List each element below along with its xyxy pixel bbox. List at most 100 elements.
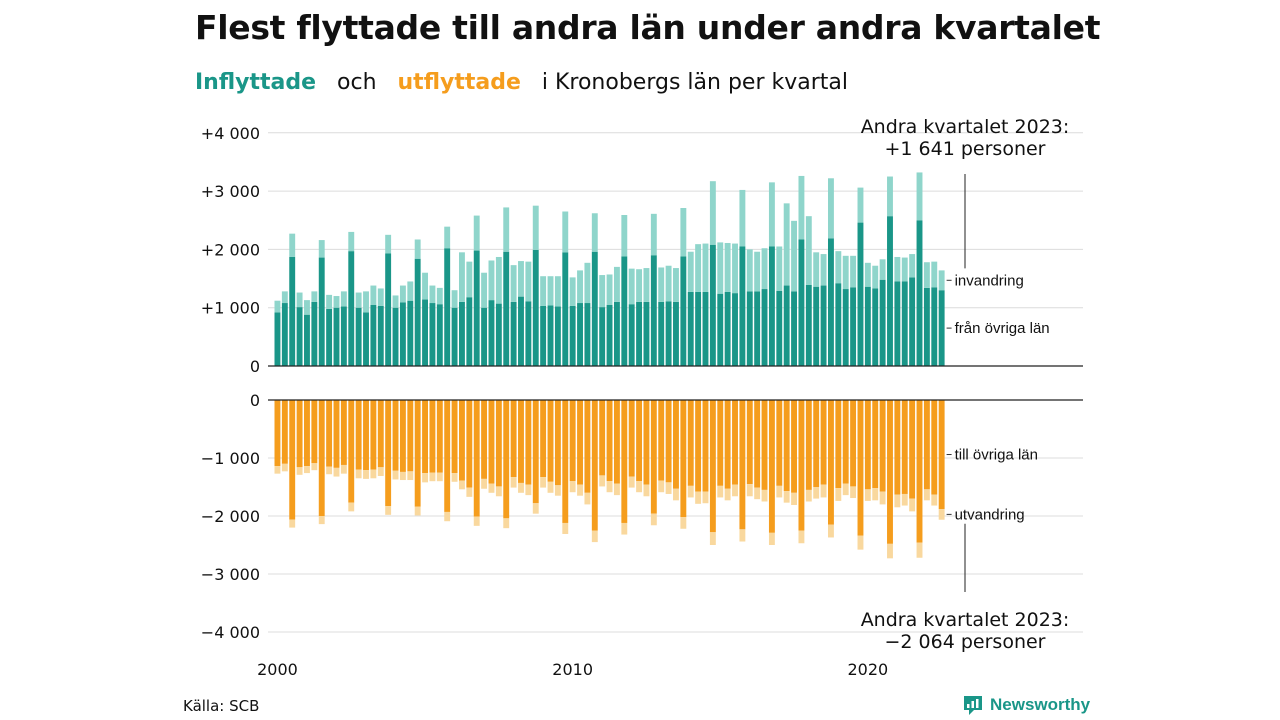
bar-out-domestic <box>340 400 347 465</box>
bar-in-domestic <box>363 312 369 366</box>
bar-out-domestic <box>739 400 746 530</box>
bar-out-domestic <box>746 400 753 485</box>
bar-out-domestic <box>931 400 938 495</box>
bar-in-immigration <box>687 251 694 292</box>
bar-out-emigration <box>798 530 805 544</box>
bar-in-domestic <box>326 308 333 366</box>
bar-out-emigration <box>488 483 495 493</box>
bars <box>274 172 945 559</box>
bar-out-emigration <box>901 493 908 506</box>
bar-in-domestic <box>835 283 842 366</box>
bar-out-domestic <box>363 400 369 471</box>
bar-out-domestic <box>916 400 923 543</box>
bar-out-domestic <box>709 400 716 533</box>
bar-in-immigration <box>702 243 709 292</box>
bar-out-emigration <box>709 532 716 545</box>
bar-in-domestic <box>414 258 421 366</box>
bar-out-domestic <box>547 400 554 482</box>
bar-out-emigration <box>636 481 643 493</box>
y-tick-bottom: 0 <box>250 391 260 410</box>
bar-in-immigration <box>879 259 886 280</box>
bar-out-domestic <box>569 400 576 482</box>
bar-out-domestic <box>680 400 687 518</box>
bar-in-immigration <box>363 291 369 313</box>
bar-in-immigration <box>481 272 488 308</box>
bar-out-emigration <box>783 491 790 503</box>
bar-out-emigration <box>857 535 864 550</box>
bar-out-emigration <box>872 488 879 501</box>
bar-out-emigration <box>503 518 510 529</box>
bar-in-immigration <box>451 290 458 308</box>
chart-title: Flest flyttade till andra län under andr… <box>195 8 1101 47</box>
bar-out-domestic <box>695 400 702 492</box>
annotation-bottom-line1: Andra kvartalet 2023: <box>861 609 1070 631</box>
bar-out-domestic <box>326 400 333 467</box>
bar-in-immigration <box>429 285 436 304</box>
bar-out-emigration <box>414 506 421 516</box>
bar-out-emigration <box>695 491 702 504</box>
bar-in-domestic <box>709 244 716 366</box>
bar-in-domestic <box>776 290 783 366</box>
bar-in-immigration <box>754 251 761 292</box>
bar-out-emigration <box>355 469 362 479</box>
subtitle-rest: i Kronobergs län per kvartal <box>541 70 848 95</box>
bar-out-emigration <box>311 463 318 471</box>
bar-in-immigration <box>746 249 753 292</box>
bar-out-domestic <box>835 400 842 489</box>
bar-in-immigration <box>842 255 849 290</box>
bar-in-domestic <box>355 307 362 366</box>
bar-out-emigration <box>569 481 576 493</box>
bar-out-domestic <box>643 400 650 485</box>
bar-out-domestic <box>392 400 399 471</box>
bar-in-immigration <box>503 207 510 252</box>
bar-out-emigration <box>835 488 842 501</box>
bar-in-domestic <box>636 301 643 366</box>
bar-out-emigration <box>370 469 377 479</box>
bar-in-immigration <box>791 220 797 292</box>
bar-in-domestic <box>318 257 325 366</box>
bar-out-emigration <box>340 464 347 474</box>
bar-out-domestic <box>872 400 879 489</box>
bar-in-immigration <box>304 300 310 315</box>
bar-out-domestic <box>510 400 517 478</box>
bar-in-immigration <box>783 203 790 286</box>
bar-out-emigration <box>739 529 746 542</box>
bar-out-emigration <box>363 470 369 479</box>
bar-in-domestic <box>754 291 761 366</box>
bar-out-domestic <box>377 400 384 468</box>
bar-out-domestic <box>495 400 502 487</box>
bar-out-emigration <box>525 484 532 496</box>
bar-in-domestic <box>879 279 886 366</box>
bar-out-domestic <box>842 400 849 484</box>
bar-in-domestic <box>562 252 569 366</box>
bar-in-immigration <box>732 243 738 294</box>
bar-out-emigration <box>813 487 820 499</box>
bar-out-emigration <box>348 502 355 512</box>
bar-in-domestic <box>606 304 613 366</box>
bar-out-domestic <box>864 400 871 490</box>
bar-in-immigration <box>525 261 532 302</box>
bar-in-domestic <box>695 291 702 366</box>
bar-in-immigration <box>274 300 281 313</box>
bar-in-domestic <box>444 248 451 366</box>
bar-in-immigration <box>377 288 384 306</box>
bar-out-emigration <box>444 511 451 522</box>
bar-out-emigration <box>495 486 502 497</box>
bar-out-domestic <box>385 400 392 507</box>
bar-in-domestic <box>569 305 576 366</box>
bar-out-domestic <box>355 400 362 470</box>
bar-in-domestic <box>281 303 288 366</box>
bar-in-domestic <box>739 246 746 366</box>
bar-in-domestic <box>828 238 834 366</box>
bar-in-domestic <box>577 303 583 366</box>
bar-out-domestic <box>532 400 539 504</box>
bar-out-emigration <box>628 476 635 488</box>
bar-out-domestic <box>901 400 908 494</box>
bar-out-domestic <box>702 400 709 492</box>
bar-in-domestic <box>916 220 923 366</box>
bar-in-immigration <box>850 255 857 288</box>
bar-out-emigration <box>923 489 930 501</box>
bar-out-emigration <box>377 467 384 476</box>
bar-out-domestic <box>451 400 458 474</box>
